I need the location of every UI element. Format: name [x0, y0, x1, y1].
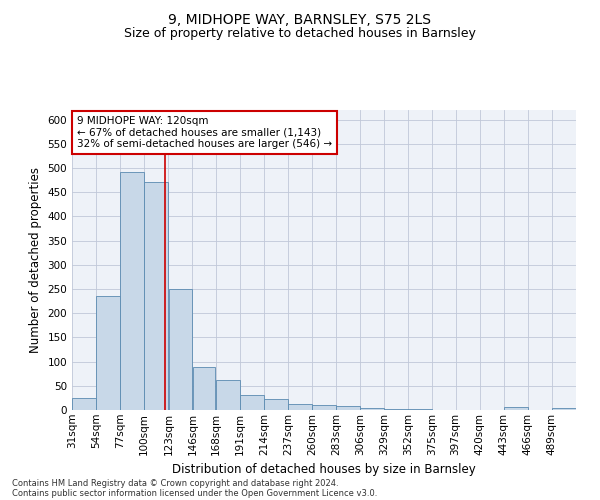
Bar [215, 380, 239, 410]
Y-axis label: Number of detached properties: Number of detached properties [29, 167, 42, 353]
Text: Size of property relative to detached houses in Barnsley: Size of property relative to detached ho… [124, 28, 476, 40]
Bar [336, 406, 360, 410]
Text: Contains public sector information licensed under the Open Government Licence v3: Contains public sector information licen… [12, 488, 377, 498]
Bar [312, 404, 336, 410]
Bar [240, 396, 263, 410]
Bar [504, 407, 527, 410]
Bar [96, 296, 120, 410]
Bar [193, 368, 215, 410]
Text: 9 MIDHOPE WAY: 120sqm
← 67% of detached houses are smaller (1,143)
32% of semi-d: 9 MIDHOPE WAY: 120sqm ← 67% of detached … [77, 116, 332, 149]
Bar [409, 409, 433, 410]
X-axis label: Distribution of detached houses by size in Barnsley: Distribution of detached houses by size … [172, 463, 476, 476]
Bar [145, 182, 168, 410]
Bar [121, 172, 144, 410]
Bar [288, 404, 312, 410]
Bar [552, 408, 576, 410]
Bar [360, 408, 384, 410]
Bar [72, 398, 96, 410]
Bar [169, 289, 193, 410]
Text: Contains HM Land Registry data © Crown copyright and database right 2024.: Contains HM Land Registry data © Crown c… [12, 478, 338, 488]
Text: 9, MIDHOPE WAY, BARNSLEY, S75 2LS: 9, MIDHOPE WAY, BARNSLEY, S75 2LS [169, 12, 431, 26]
Bar [385, 408, 408, 410]
Bar [264, 400, 288, 410]
